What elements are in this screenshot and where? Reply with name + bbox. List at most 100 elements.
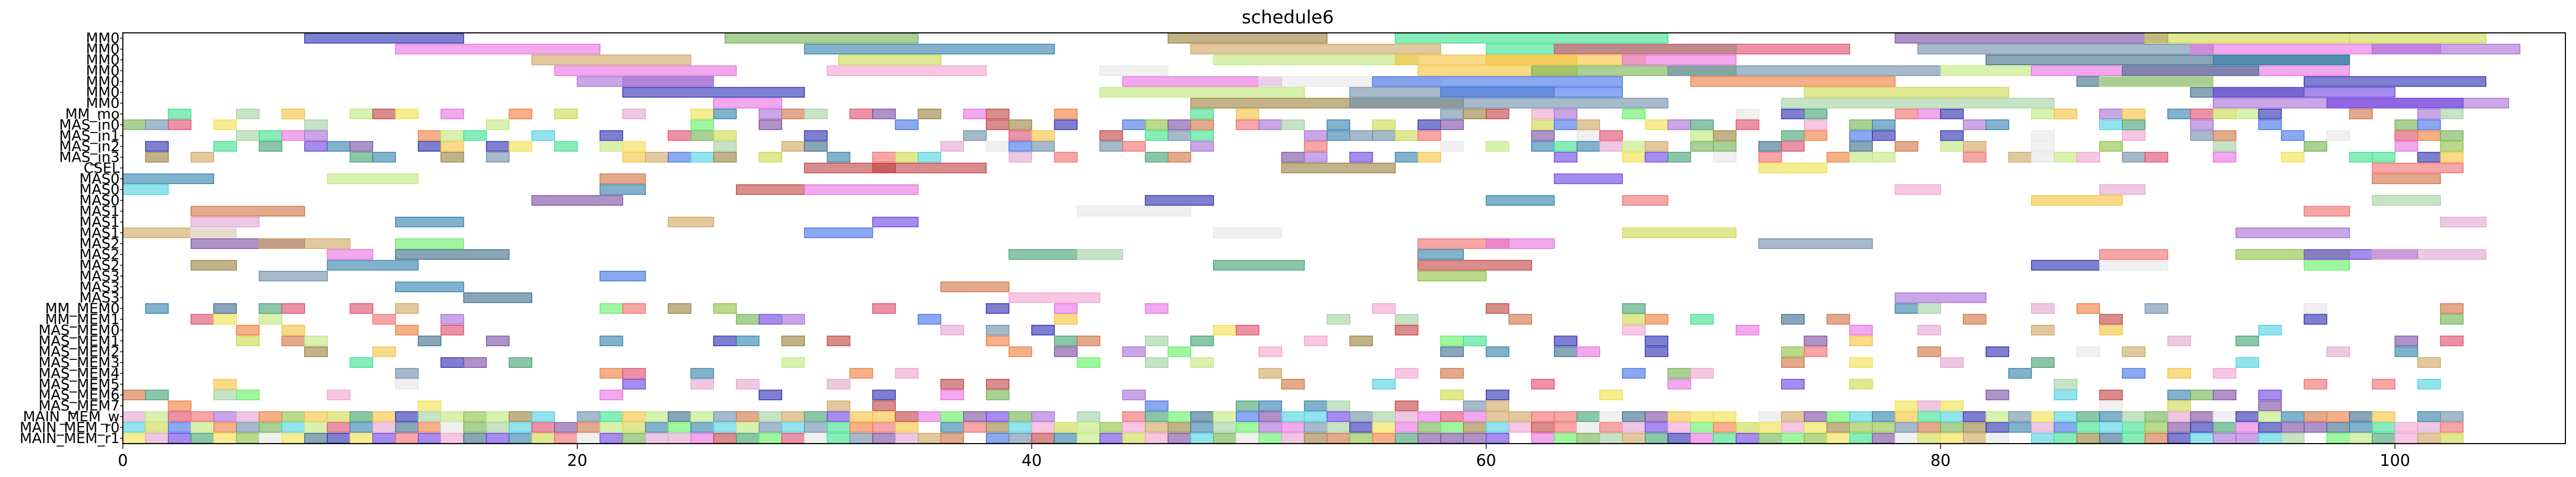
gantt-bar xyxy=(486,432,510,444)
gantt-bar xyxy=(690,119,714,130)
gantt-bar xyxy=(2031,303,2055,314)
gantt-bar xyxy=(1395,432,1419,444)
gantt-bar xyxy=(758,422,783,433)
gantt-bar xyxy=(1054,119,1078,130)
gantt-bar xyxy=(1076,432,1100,444)
gantt-bar xyxy=(1803,335,1828,347)
gantt-bar xyxy=(1258,119,1282,130)
gantt-bar xyxy=(1803,432,1828,444)
gantt-bar xyxy=(213,411,237,422)
gantt-bar xyxy=(2008,411,2032,422)
gantt-bar xyxy=(1326,400,1350,411)
gantt-bar xyxy=(1554,346,1578,357)
gantt-bar xyxy=(349,422,373,433)
gantt-bar xyxy=(1690,368,1714,379)
gantt-bar xyxy=(1622,55,1737,65)
gantt-bar xyxy=(1395,411,1419,422)
gantt-bar xyxy=(849,109,873,119)
gantt-bar xyxy=(872,163,987,173)
gantt-bar xyxy=(2440,314,2464,325)
gantt-bar xyxy=(2213,390,2237,401)
gantt-bar xyxy=(258,141,283,152)
gantt-bar xyxy=(1076,422,1100,433)
gantt-bar xyxy=(872,411,896,422)
gantt-bar xyxy=(1781,432,1805,444)
gantt-bar xyxy=(1395,400,1419,411)
gantt-bar xyxy=(758,119,783,130)
gantt-bar xyxy=(2440,109,2464,119)
gantt-bar xyxy=(1531,119,1555,130)
gantt-bar xyxy=(508,109,533,119)
gantt-bar xyxy=(804,43,1055,55)
gantt-bar xyxy=(2099,109,2123,119)
gantt-bar xyxy=(349,152,373,163)
gantt-bar xyxy=(1145,411,1169,422)
gantt-bar xyxy=(1304,411,1328,422)
gantt-bar xyxy=(1895,109,1918,119)
gantt-bar xyxy=(872,432,896,444)
gantt-bar xyxy=(372,314,396,325)
y-tick-label: MAS1 xyxy=(79,214,120,231)
gantt-bar xyxy=(2099,411,2123,422)
gantt-bar xyxy=(963,411,987,422)
gantt-bar xyxy=(1190,335,1214,347)
gantt-bar xyxy=(122,422,146,433)
gantt-bar xyxy=(531,195,623,206)
gantt-bar xyxy=(1326,119,1350,130)
gantt-bar xyxy=(1986,119,2009,130)
gantt-bar xyxy=(2122,411,2146,422)
gantt-bar xyxy=(1440,109,1464,119)
gantt-bar xyxy=(281,324,305,335)
gantt-bar xyxy=(441,152,464,163)
gantt-bar xyxy=(2394,422,2418,433)
gantt-bar xyxy=(2031,130,2055,141)
gantt-bar xyxy=(1872,130,1896,141)
gantt-bar xyxy=(1667,65,1941,76)
gantt-bar xyxy=(2303,76,2487,87)
gantt-bar xyxy=(1463,432,1487,444)
gantt-bar xyxy=(1781,130,1805,141)
gantt-bar xyxy=(1281,378,1305,390)
gantt-bar xyxy=(2031,141,2055,152)
gantt-bar xyxy=(395,249,510,260)
gantt-bar xyxy=(1963,432,1987,444)
gantt-bar xyxy=(713,98,783,109)
gantt-bar xyxy=(508,357,533,368)
gantt-bar xyxy=(2053,422,2078,433)
gantt-bar xyxy=(781,422,805,433)
gantt-bar xyxy=(1917,346,1941,357)
gantt-bar xyxy=(281,432,305,444)
gantt-bar xyxy=(758,390,783,401)
gantt-bar xyxy=(1145,400,1169,411)
gantt-bar xyxy=(1940,357,1964,368)
gantt-bar xyxy=(145,390,169,401)
gantt-bar xyxy=(872,400,896,411)
gantt-bar xyxy=(441,109,464,119)
gantt-bar xyxy=(1417,249,1464,260)
gantt-bar xyxy=(2440,141,2464,152)
gantt-bar xyxy=(1622,195,1668,206)
gantt-bar xyxy=(1326,314,1350,325)
gantt-bar xyxy=(622,368,646,379)
gantt-bar xyxy=(1508,411,1532,422)
gantt-bar xyxy=(1849,335,1873,347)
gantt-bar xyxy=(622,422,646,433)
gantt-bar xyxy=(940,281,1010,293)
chart-title: schedule6 xyxy=(1242,7,1334,28)
gantt-bar xyxy=(2417,411,2441,422)
gantt-bar xyxy=(1940,65,2032,76)
gantt-bar xyxy=(1008,422,1033,433)
gantt-bar xyxy=(2258,422,2282,433)
gantt-bar xyxy=(1008,249,1078,260)
gantt-bar xyxy=(1803,87,2009,98)
gantt-bar xyxy=(1054,346,1078,357)
gantt-bar xyxy=(1645,314,1668,325)
gantt-bar xyxy=(1713,411,1737,422)
gantt-bar xyxy=(1554,173,1623,184)
gantt-bar xyxy=(1349,130,1373,141)
gantt-bar xyxy=(2281,130,2305,141)
x-tick-label: 20 xyxy=(567,452,587,470)
gantt-bar xyxy=(2099,390,2123,401)
gantt-bar xyxy=(622,76,714,87)
gantt-bar xyxy=(1554,422,1578,433)
